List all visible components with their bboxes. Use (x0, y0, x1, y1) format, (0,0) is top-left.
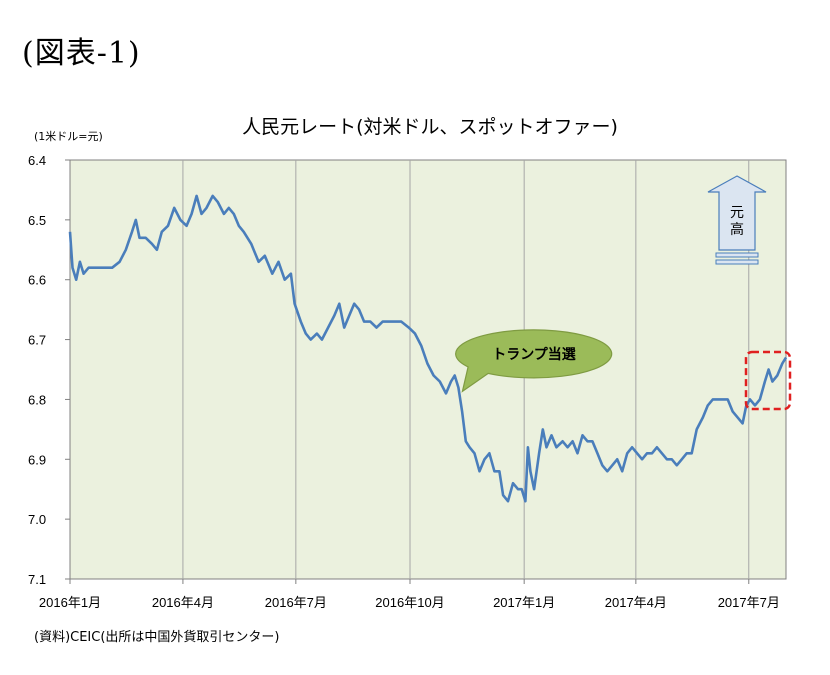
arrow-label-char-2: 高 (730, 221, 744, 238)
y-tick-label: 6.4 (28, 153, 46, 168)
figure-label: (図表-1) (22, 36, 141, 71)
recent-period-highlight (744, 350, 792, 411)
arrow-base-bar (715, 259, 759, 265)
x-tick-label: 2017年4月 (605, 595, 667, 610)
y-tick-label: 6.8 (28, 392, 46, 407)
y-axis-ticks: 6.4 6.5 6.6 6.7 6.8 6.9 7.0 7.1 (28, 153, 70, 587)
source-note: (資料)CEIC(出所は中国外貨取引センター) (34, 630, 280, 645)
x-tick-label: 2016年1月 (39, 595, 101, 610)
series-line-cny-usd (68, 194, 788, 503)
election-callout: トランプ当選 (455, 329, 613, 393)
y-tick-label: 6.5 (28, 213, 46, 228)
x-tick-label: 2017年1月 (493, 595, 555, 610)
x-tick-label: 2016年4月 (152, 595, 214, 610)
x-tick-label: 2016年10月 (375, 595, 444, 610)
x-tick-label: 2016年7月 (265, 595, 327, 610)
y-tick-label: 6.7 (28, 333, 46, 348)
callout-bubble (455, 329, 613, 393)
arrow-base-bar (715, 252, 759, 258)
plot-area (69, 159, 787, 580)
y-tick-label: 6.9 (28, 452, 46, 467)
y-tick-label: 7.1 (28, 572, 46, 587)
y-axis-unit-label: (1米ドル=元) (34, 130, 103, 143)
appreciation-arrow: 元 高 (707, 175, 767, 265)
arrow-label-char-1: 元 (730, 205, 744, 221)
callout-label: トランプ当選 (492, 346, 576, 363)
y-tick-label: 6.6 (28, 273, 46, 288)
y-tick-label: 7.0 (28, 512, 46, 527)
up-arrow-icon (707, 175, 767, 251)
x-tick-label: 2017年7月 (718, 595, 780, 610)
chart-title: 人民元レート(対米ドル、スポットオファー) (242, 116, 618, 138)
x-axis-ticks: 2016年1月 2016年4月 2016年7月 2016年10月 2017年1月 2017… (39, 579, 780, 610)
